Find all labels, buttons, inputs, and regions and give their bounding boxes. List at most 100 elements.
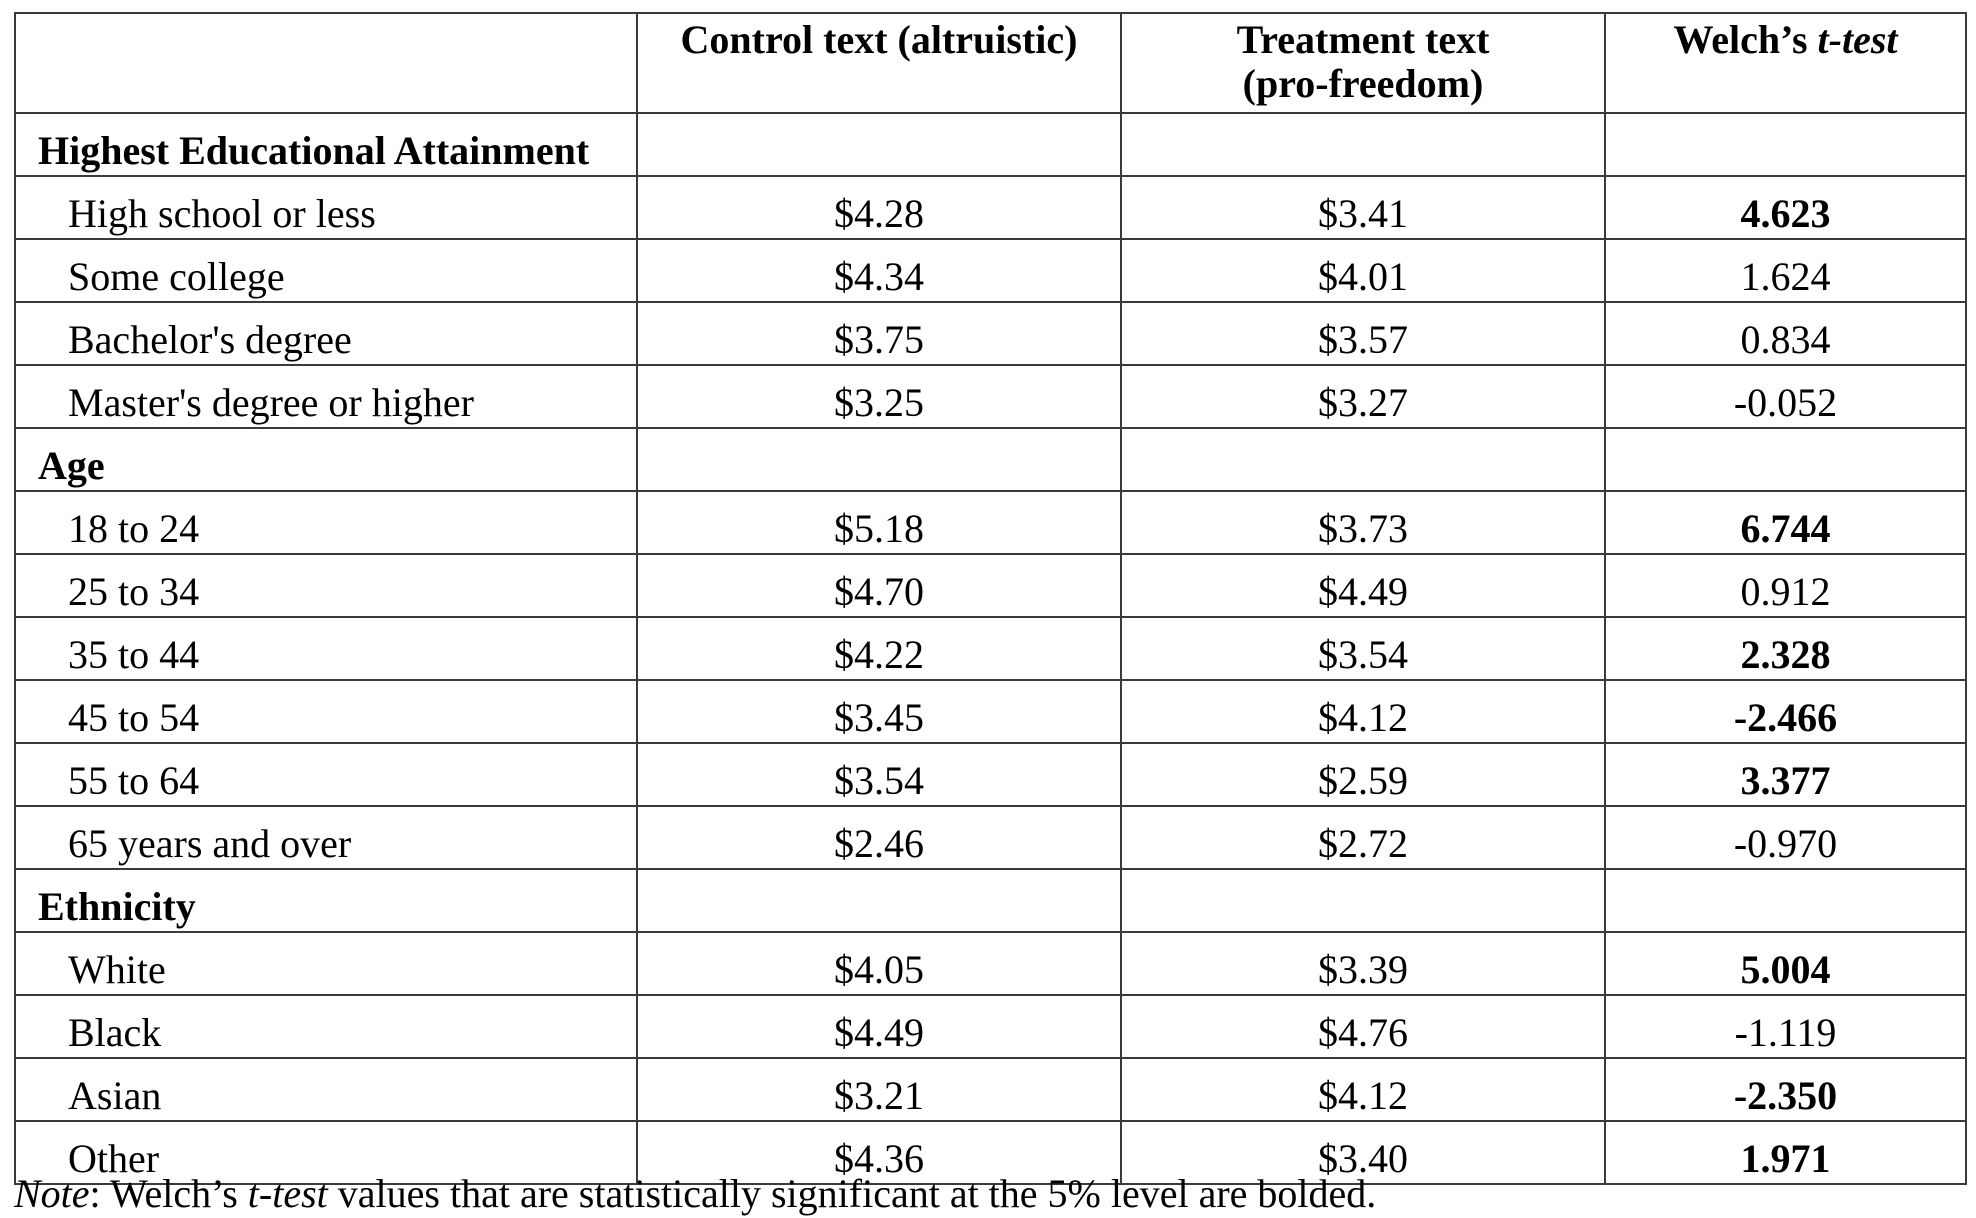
treatment-value: $3.40 xyxy=(1120,1120,1606,1185)
row-label: 45 to 54 xyxy=(14,679,638,744)
header-row: Control text (altruistic) Treatment text… xyxy=(14,12,1967,114)
control-value: $2.46 xyxy=(636,805,1122,870)
t-value: -0.970 xyxy=(1604,805,1967,870)
table-row: 18 to 24 $5.18 $3.73 6.744 xyxy=(14,490,1967,555)
control-value: $4.36 xyxy=(636,1120,1122,1185)
table-row: High school or less $4.28 $3.41 4.623 xyxy=(14,175,1967,240)
note-sep: : Welch’s xyxy=(89,1171,248,1216)
table-row: Bachelor's degree $3.75 $3.57 0.834 xyxy=(14,301,1967,366)
t-value: 5.004 xyxy=(1604,931,1967,996)
control-value: $4.34 xyxy=(636,238,1122,303)
table-row: Black $4.49 $4.76 -1.119 xyxy=(14,994,1967,1059)
t-value: 2.328 xyxy=(1604,616,1967,681)
row-label: Black xyxy=(14,994,638,1059)
header-welch-prefix: Welch’s xyxy=(1673,17,1818,62)
note-italic: t-test xyxy=(247,1171,328,1216)
row-label: White xyxy=(14,931,638,996)
row-label: 25 to 34 xyxy=(14,553,638,618)
control-value: $3.21 xyxy=(636,1057,1122,1122)
table-row: 55 to 64 $3.54 $2.59 3.377 xyxy=(14,742,1967,807)
row-label: 55 to 64 xyxy=(14,742,638,807)
t-value: 0.834 xyxy=(1604,301,1967,366)
row-label: 65 years and over xyxy=(14,805,638,870)
t-value: -0.052 xyxy=(1604,364,1967,429)
table-row: Asian $3.21 $4.12 -2.350 xyxy=(14,1057,1967,1122)
treatment-value: $3.54 xyxy=(1120,616,1606,681)
control-value: $5.18 xyxy=(636,490,1122,555)
row-label: Asian xyxy=(14,1057,638,1122)
t-value: -2.350 xyxy=(1604,1057,1967,1122)
control-value: $3.75 xyxy=(636,301,1122,366)
control-value: $4.22 xyxy=(636,616,1122,681)
table-row: 65 years and over $2.46 $2.72 -0.970 xyxy=(14,805,1967,870)
row-label: Master's degree or higher xyxy=(14,364,638,429)
empty-cell xyxy=(1604,427,1967,492)
row-label: Some college xyxy=(14,238,638,303)
section-label: Ethnicity xyxy=(14,868,638,933)
header-treatment-line1: Treatment text xyxy=(1236,17,1490,62)
table-row: 35 to 44 $4.22 $3.54 2.328 xyxy=(14,616,1967,681)
table-row: Some college $4.34 $4.01 1.624 xyxy=(14,238,1967,303)
treatment-value: $4.49 xyxy=(1120,553,1606,618)
treatment-value: $3.73 xyxy=(1120,490,1606,555)
results-table: Control text (altruistic) Treatment text… xyxy=(14,12,1967,1185)
t-value: 4.623 xyxy=(1604,175,1967,240)
empty-cell xyxy=(636,868,1122,933)
table-row: 25 to 34 $4.70 $4.49 0.912 xyxy=(14,553,1967,618)
empty-cell xyxy=(1120,868,1606,933)
control-value: $4.49 xyxy=(636,994,1122,1059)
control-value: $3.45 xyxy=(636,679,1122,744)
t-value: -1.119 xyxy=(1604,994,1967,1059)
control-value: $3.54 xyxy=(636,742,1122,807)
treatment-value: $4.12 xyxy=(1120,1057,1606,1122)
treatment-value: $2.59 xyxy=(1120,742,1606,807)
t-value: 0.912 xyxy=(1604,553,1967,618)
header-blank xyxy=(14,12,638,114)
note-rest: values that are statistically significan… xyxy=(327,1171,1377,1216)
section-row: Ethnicity xyxy=(14,868,1967,933)
table-row: Master's degree or higher $3.25 $3.27 -0.05… xyxy=(14,364,1967,429)
table-note: Note: Welch’s t-test values that are sta… xyxy=(14,1172,1376,1216)
control-value: $4.28 xyxy=(636,175,1122,240)
table-row: White $4.05 $3.39 5.004 xyxy=(14,931,1967,996)
treatment-value: $4.76 xyxy=(1120,994,1606,1059)
treatment-value: $3.57 xyxy=(1120,301,1606,366)
header-control: Control text (altruistic) xyxy=(636,12,1122,114)
empty-cell xyxy=(1604,868,1967,933)
control-value: $4.05 xyxy=(636,931,1122,996)
treatment-value: $3.39 xyxy=(1120,931,1606,996)
table-row: 45 to 54 $3.45 $4.12 -2.466 xyxy=(14,679,1967,744)
empty-cell xyxy=(1604,112,1967,177)
empty-cell xyxy=(1120,112,1606,177)
treatment-value: $3.41 xyxy=(1120,175,1606,240)
empty-cell xyxy=(636,112,1122,177)
note-label: Note xyxy=(14,1171,90,1216)
header-welch: Welch’s t-test xyxy=(1604,12,1967,114)
row-label: Other xyxy=(14,1120,638,1185)
header-treatment: Treatment text (pro-freedom) xyxy=(1120,12,1606,114)
empty-cell xyxy=(1120,427,1606,492)
t-value: 1.624 xyxy=(1604,238,1967,303)
table-row: Other $4.36 $3.40 1.971 xyxy=(14,1120,1967,1185)
treatment-value: $3.27 xyxy=(1120,364,1606,429)
row-label: Bachelor's degree xyxy=(14,301,638,366)
control-value: $3.25 xyxy=(636,364,1122,429)
t-value: 3.377 xyxy=(1604,742,1967,807)
row-label: 18 to 24 xyxy=(14,490,638,555)
row-label: High school or less xyxy=(14,175,638,240)
control-value: $4.70 xyxy=(636,553,1122,618)
t-value: 6.744 xyxy=(1604,490,1967,555)
t-value: -2.466 xyxy=(1604,679,1967,744)
treatment-value: $4.01 xyxy=(1120,238,1606,303)
section-label: Age xyxy=(14,427,638,492)
treatment-value: $4.12 xyxy=(1120,679,1606,744)
empty-cell xyxy=(636,427,1122,492)
row-label: 35 to 44 xyxy=(14,616,638,681)
table-body: Highest Educational Attainment High schoo… xyxy=(14,112,1967,1185)
t-value: 1.971 xyxy=(1604,1120,1967,1185)
section-label: Highest Educational Attainment xyxy=(14,112,638,177)
section-row: Highest Educational Attainment xyxy=(14,112,1967,177)
treatment-value: $2.72 xyxy=(1120,805,1606,870)
header-welch-italic: t-test xyxy=(1817,17,1898,62)
header-treatment-line2: (pro-freedom) xyxy=(1242,61,1484,106)
